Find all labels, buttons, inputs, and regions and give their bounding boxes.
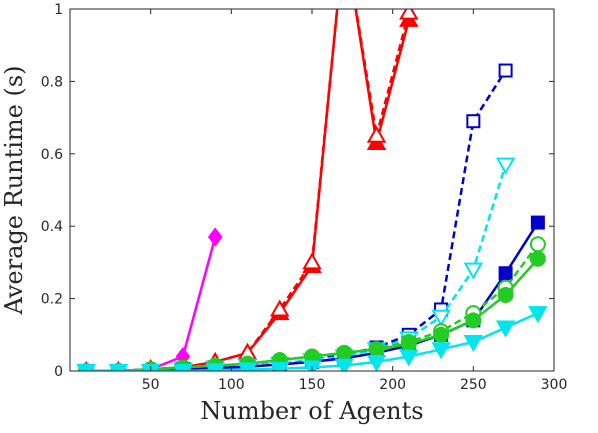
series-line: [86, 9, 411, 371]
data-point: [495, 157, 516, 175]
y-axis-title: Average Runtime (s): [0, 65, 28, 315]
y-tick-label: 0.8: [41, 74, 63, 90]
x-tick-label: 100: [218, 377, 245, 393]
plot-frame: [69, 8, 555, 372]
ticks-layer: 50 100 150 200 250 300 0 0.2 0.4 0.6 0.8 1: [41, 2, 568, 393]
data-point: [336, 344, 353, 361]
y-tick-label: 1: [54, 2, 63, 18]
data-point: [366, 354, 387, 371]
data-point: [528, 306, 548, 324]
data-point: [529, 236, 546, 253]
data-point: [433, 326, 450, 343]
data-point: [302, 252, 322, 270]
series-1: [80, 9, 419, 371]
x-tick-label: 50: [142, 377, 160, 393]
data-point: [108, 364, 129, 371]
data-point: [466, 114, 481, 129]
data-point: [366, 125, 387, 143]
data-point: [270, 361, 290, 371]
data-point: [334, 358, 354, 371]
data-point: [498, 266, 513, 281]
series-layer: [76, 9, 548, 371]
data-point: [205, 363, 225, 371]
series-line: [86, 9, 411, 371]
data-point: [399, 349, 419, 367]
y-tick-label: 0: [54, 364, 63, 380]
data-point: [463, 262, 484, 280]
series-0: [78, 227, 223, 371]
x-tick-label: 200: [379, 377, 406, 393]
x-tick-label: 300: [541, 377, 568, 393]
series-line: [86, 236, 217, 371]
x-tick-label: 250: [460, 377, 487, 393]
data-point: [368, 341, 385, 358]
y-tick-label: 0.4: [41, 219, 63, 235]
data-point: [270, 299, 290, 317]
data-point: [463, 335, 484, 353]
data-point: [497, 286, 514, 303]
data-point: [495, 320, 516, 338]
data-point: [431, 342, 451, 360]
data-point: [173, 364, 193, 371]
x-tick-label: 150: [299, 377, 326, 393]
data-point: [207, 227, 223, 247]
series-2: [80, 9, 419, 371]
data-point: [530, 215, 545, 230]
y-tick-label: 0.6: [41, 147, 63, 163]
x-axis-title: Number of Agents: [200, 397, 423, 425]
data-point: [399, 9, 419, 20]
data-point: [431, 309, 451, 327]
y-tick-label: 0.2: [41, 292, 63, 308]
data-point: [465, 312, 482, 329]
data-point: [400, 335, 417, 352]
data-point: [498, 63, 513, 78]
data-point: [76, 364, 96, 371]
data-point: [529, 250, 546, 267]
